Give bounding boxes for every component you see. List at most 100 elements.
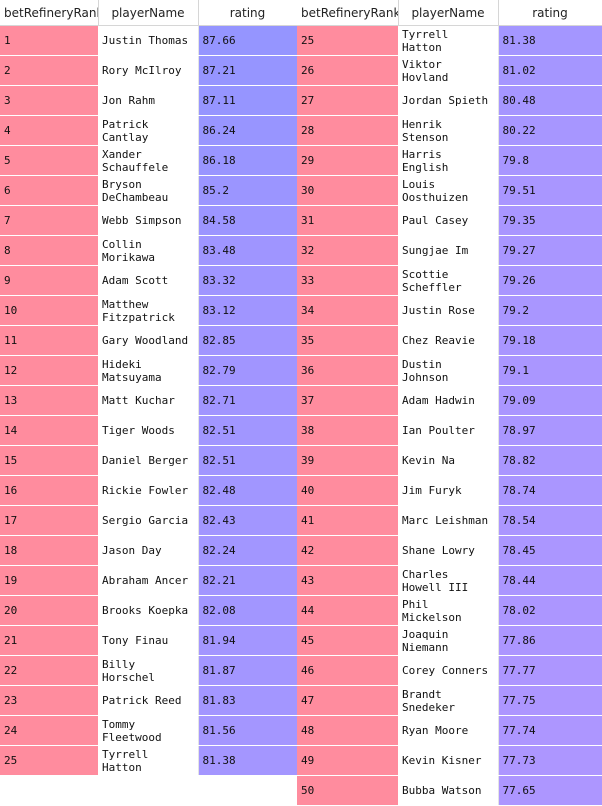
table-row[interactable]: 27 Jordan Spieth 80.48 (297, 85, 602, 116)
table-row[interactable]: 7 Webb Simpson 84.58 (0, 205, 297, 236)
table-row[interactable]: 14 Tiger Woods 82.51 (0, 415, 297, 446)
table-row[interactable]: 36 Dustin Johnson 79.1 (297, 355, 602, 386)
rank-cell: 16 (0, 475, 98, 506)
column-header-rating[interactable]: rating (498, 0, 602, 26)
player-name-cell: Tiger Woods (98, 415, 199, 446)
rating-cell: 86.24 (198, 115, 297, 146)
rank-cell: 38 (297, 415, 398, 446)
table-row[interactable]: 24 Tommy Fleetwood 81.56 (0, 715, 297, 746)
rank-cell: 30 (297, 175, 398, 206)
player-name-cell: Collin Morikawa (98, 235, 199, 266)
table-row[interactable]: 22 Billy Horschel 81.87 (0, 655, 297, 686)
rank-cell: 25 (297, 25, 398, 56)
table-row[interactable]: 34 Justin Rose 79.2 (297, 295, 602, 326)
table-row[interactable]: 49 Kevin Kisner 77.73 (297, 745, 602, 776)
rank-cell: 47 (297, 685, 398, 716)
table-row[interactable]: 18 Jason Day 82.24 (0, 535, 297, 566)
table-row[interactable]: 35 Chez Reavie 79.18 (297, 325, 602, 356)
rank-cell: 15 (0, 445, 98, 476)
table-row[interactable]: 28 Henrik Stenson 80.22 (297, 115, 602, 146)
column-header-player-name[interactable]: playerName (98, 0, 199, 26)
rank-cell: 29 (297, 145, 398, 176)
rating-cell: 77.74 (498, 715, 602, 746)
column-header-rank[interactable]: betRefineryRank (0, 0, 99, 26)
column-header-player-name[interactable]: playerName (398, 0, 499, 26)
rating-cell: 81.83 (198, 685, 297, 716)
table-row[interactable]: 31 Paul Casey 79.35 (297, 205, 602, 236)
table-row[interactable]: 45 Joaquin Niemann 77.86 (297, 625, 602, 656)
table-row[interactable]: 44 Phil Mickelson 78.02 (297, 595, 602, 626)
table-row[interactable]: 25 Tyrrell Hatton 81.38 (297, 25, 602, 56)
rank-cell: 48 (297, 715, 398, 746)
player-name-cell: Rickie Fowler (98, 475, 199, 506)
rating-cell: 82.21 (198, 565, 297, 596)
table-row[interactable]: 1 Justin Thomas 87.66 (0, 25, 297, 56)
table-row[interactable]: 4 Patrick Cantlay 86.24 (0, 115, 297, 146)
table-row[interactable]: 43 Charles Howell III 78.44 (297, 565, 602, 596)
table-row[interactable]: 21 Tony Finau 81.94 (0, 625, 297, 656)
table-row[interactable]: 46 Corey Conners 77.77 (297, 655, 602, 686)
player-name-cell: Shane Lowry (398, 535, 499, 566)
table-row[interactable]: 11 Gary Woodland 82.85 (0, 325, 297, 356)
player-name-cell: Paul Casey (398, 205, 499, 236)
rating-cell: 78.74 (498, 475, 602, 506)
table-row[interactable]: 8 Collin Morikawa 83.48 (0, 235, 297, 266)
table-row[interactable]: 25 Tyrrell Hatton 81.38 (0, 745, 297, 776)
table-row[interactable]: 38 Ian Poulter 78.97 (297, 415, 602, 446)
rank-cell: 33 (297, 265, 398, 296)
table-row[interactable]: 37 Adam Hadwin 79.09 (297, 385, 602, 416)
table-row[interactable]: 41 Marc Leishman 78.54 (297, 505, 602, 536)
rank-cell: 19 (0, 565, 98, 596)
rating-cell: 78.82 (498, 445, 602, 476)
table-row[interactable]: 9 Adam Scott 83.32 (0, 265, 297, 296)
player-name-cell: Kevin Kisner (398, 745, 499, 776)
table-row[interactable]: 16 Rickie Fowler 82.48 (0, 475, 297, 506)
table-row[interactable]: 12 Hideki Matsuyama 82.79 (0, 355, 297, 386)
rating-cell: 79.09 (498, 385, 602, 416)
rating-cell: 79.1 (498, 355, 602, 386)
rank-cell: 27 (297, 85, 398, 116)
rank-cell: 35 (297, 325, 398, 356)
header-row: betRefineryRank playerName rating (297, 0, 602, 26)
rating-cell: 79.2 (498, 295, 602, 326)
rating-cell: 78.02 (498, 595, 602, 626)
rating-cell: 77.77 (498, 655, 602, 686)
table-row[interactable]: 20 Brooks Koepka 82.08 (0, 595, 297, 626)
table-row[interactable]: 17 Sergio Garcia 82.43 (0, 505, 297, 536)
table-row[interactable]: 5 Xander Schauffele 86.18 (0, 145, 297, 176)
player-name-cell: Bubba Watson (398, 775, 499, 806)
table-row[interactable]: 48 Ryan Moore 77.74 (297, 715, 602, 746)
table-row[interactable]: 15 Daniel Berger 82.51 (0, 445, 297, 476)
table-row[interactable]: 39 Kevin Na 78.82 (297, 445, 602, 476)
column-header-rating[interactable]: rating (198, 0, 298, 26)
table-row[interactable]: 42 Shane Lowry 78.45 (297, 535, 602, 566)
table-row[interactable]: 32 Sungjae Im 79.27 (297, 235, 602, 266)
table-row[interactable]: 47 Brandt Snedeker 77.75 (297, 685, 602, 716)
rank-cell: 40 (297, 475, 398, 506)
player-name-cell: Webb Simpson (98, 205, 199, 236)
table-row[interactable]: 6 Bryson DeChambeau 85.2 (0, 175, 297, 206)
table-row[interactable]: 33 Scottie Scheffler 79.26 (297, 265, 602, 296)
rating-cell: 82.51 (198, 415, 297, 446)
table-row[interactable]: 3 Jon Rahm 87.11 (0, 85, 297, 116)
table-row[interactable]: 40 Jim Furyk 78.74 (297, 475, 602, 506)
rank-cell: 36 (297, 355, 398, 386)
table-row[interactable]: 13 Matt Kuchar 82.71 (0, 385, 297, 416)
player-name-cell: Xander Schauffele (98, 145, 199, 176)
table-row[interactable]: 10 Matthew Fitzpatrick 83.12 (0, 295, 297, 326)
column-header-rank[interactable]: betRefineryRank (297, 0, 399, 26)
table-row[interactable]: 30 Louis Oosthuizen 79.51 (297, 175, 602, 206)
rank-cell: 26 (297, 55, 398, 86)
table-row[interactable]: 2 Rory McIlroy 87.21 (0, 55, 297, 86)
rank-cell: 1 (0, 25, 98, 56)
table-row[interactable]: 23 Patrick Reed 81.83 (0, 685, 297, 716)
ratings-table-right: betRefineryRank playerName rating 25 Tyrr… (297, 0, 602, 806)
table-row[interactable]: 19 Abraham Ancer 82.21 (0, 565, 297, 596)
table-row[interactable]: 26 Viktor Hovland 81.02 (297, 55, 602, 86)
rating-cell: 81.56 (198, 715, 297, 746)
table-row[interactable]: 50 Bubba Watson 77.65 (297, 775, 602, 806)
player-name-cell: Tyrrell Hatton (98, 745, 199, 776)
rating-cell: 82.85 (198, 325, 297, 356)
player-name-cell: Brooks Koepka (98, 595, 199, 626)
table-row[interactable]: 29 Harris English 79.8 (297, 145, 602, 176)
